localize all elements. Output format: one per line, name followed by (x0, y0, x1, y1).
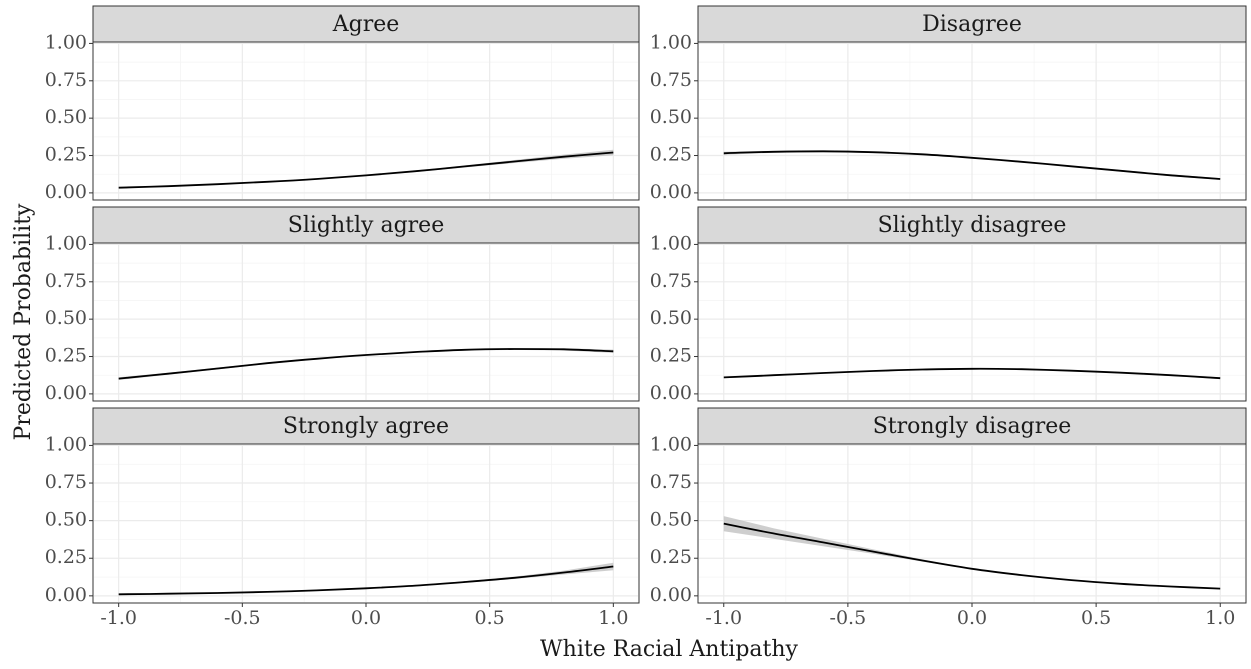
x-tick-label: 0.5 (475, 607, 505, 629)
y-tick-label: 0.00 (45, 382, 87, 404)
x-axis-title: White Racial Antipathy (540, 637, 799, 662)
y-tick-label: 0.00 (650, 584, 692, 606)
y-tick-label: 0.25 (45, 144, 87, 166)
y-tick-label: 0.75 (45, 69, 87, 91)
x-tick-label: -0.5 (830, 607, 867, 629)
facet-title: Slightly agree (288, 213, 444, 238)
y-tick-label: 0.50 (650, 106, 692, 128)
y-tick-label: 1.00 (45, 433, 87, 455)
series-line (118, 151, 614, 189)
series-line (723, 367, 1221, 380)
y-tick-label: 0.25 (650, 546, 692, 568)
x-tick-label: -0.5 (224, 607, 261, 629)
y-tick-label: 0.50 (45, 106, 87, 128)
y-tick-label: 1.00 (45, 232, 87, 254)
series-line (118, 565, 614, 596)
y-tick-label: 0.25 (45, 345, 87, 367)
facet-panel: Slightly disagree 0.00 0.25 0.50 0.75 1.00 (650, 206, 1247, 404)
panel-border (697, 242, 1247, 402)
facet-panel: Slightly agree 0.00 0.25 0.50 0.75 1.00 (45, 206, 640, 404)
x-tick-label: -1.0 (705, 607, 742, 629)
facet-strip (92, 5, 640, 43)
y-tick-label: 0.75 (45, 471, 87, 493)
y-tick-label: 1.00 (650, 232, 692, 254)
x-tick-label: 1.0 (598, 607, 628, 629)
y-tick-label: 0.00 (45, 584, 87, 606)
series-line (723, 150, 1221, 180)
facet-panel: Strongly agree 0.00 0.25 0.50 0.75 1.00 -1.0 -0… (45, 407, 640, 629)
y-tick-label: 0.00 (45, 181, 87, 203)
y-tick-label: 0.25 (650, 345, 692, 367)
y-tick-label: 0.50 (650, 509, 692, 531)
y-tick-label: 0.75 (650, 471, 692, 493)
y-tick-label: 0.75 (45, 270, 87, 292)
y-axis-title: Predicted Probability (11, 203, 36, 441)
facet-panel: Disagree 0.00 0.25 0.50 0.75 1.00 (650, 5, 1247, 203)
facet-title: Strongly disagree (873, 414, 1072, 439)
y-tick-label: 1.00 (650, 433, 692, 455)
x-tick-label: 0.0 (351, 607, 381, 629)
series-line (118, 348, 614, 380)
facet-title: Agree (332, 12, 400, 37)
x-tick-label: 1.0 (1205, 607, 1235, 629)
facet-panel: Agree 0.00 0.25 0.50 0.75 1.00 (45, 5, 640, 203)
facet-panels: Agree 0.00 0.25 0.50 0.75 1.00 Disagree 0.00 0.2… (45, 5, 1247, 629)
y-tick-label: 0.50 (45, 307, 87, 329)
panel-border (92, 41, 640, 201)
y-tick-label: 0.00 (650, 181, 692, 203)
y-tick-label: 0.25 (650, 144, 692, 166)
facet-panel: Strongly disagree 0.00 0.25 0.50 0.75 1.00 -1.… (650, 407, 1247, 629)
facet-strip (697, 5, 1247, 43)
facet-title: Slightly disagree (878, 213, 1067, 238)
facet-title: Strongly agree (283, 414, 449, 439)
y-tick-label: 0.50 (650, 307, 692, 329)
y-tick-label: 1.00 (45, 31, 87, 53)
x-tick-label: 0.0 (957, 607, 987, 629)
y-tick-label: 0.50 (45, 509, 87, 531)
facet-strip (92, 206, 640, 244)
facet-title: Disagree (922, 12, 1022, 37)
panel-border (92, 242, 640, 402)
facet-strip (697, 206, 1247, 244)
x-tick-label: 0.5 (1081, 607, 1111, 629)
x-tick-label: -1.0 (100, 607, 137, 629)
series-line (723, 522, 1221, 590)
y-tick-label: 0.75 (650, 69, 692, 91)
y-tick-label: 0.00 (650, 382, 692, 404)
panel-border (697, 41, 1247, 201)
y-tick-label: 1.00 (650, 31, 692, 53)
y-tick-label: 0.75 (650, 270, 692, 292)
y-tick-label: 0.25 (45, 546, 87, 568)
